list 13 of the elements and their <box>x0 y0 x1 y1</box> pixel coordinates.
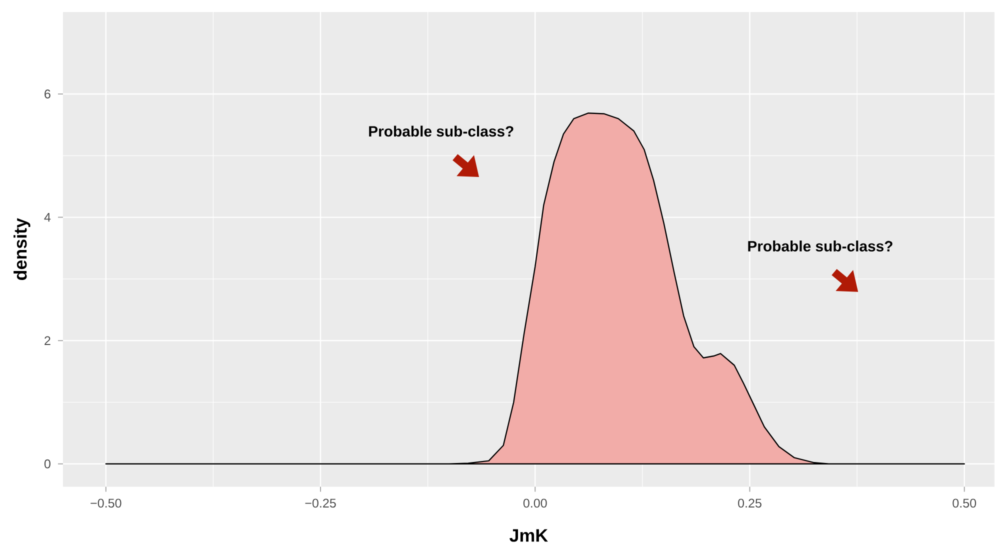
y-axis-title: density <box>14 218 30 280</box>
y-tick-label: 4 <box>44 213 51 222</box>
x-tick-label: −0.25 <box>305 498 336 508</box>
y-tick-label: 6 <box>44 90 50 99</box>
y-tick-label: 0 <box>44 460 50 468</box>
annotation: Probable sub-class? <box>748 240 892 252</box>
y-tick-label: 2 <box>44 336 50 346</box>
x-tick-label: −0.50 <box>90 498 122 508</box>
x-tick-label: 0.50 <box>952 498 976 508</box>
x-axis-title: JmK <box>510 529 548 542</box>
x-tick-label: 0.00 <box>523 498 547 508</box>
annotation: Probable sub-class? <box>369 126 514 137</box>
x-tick-label: 0.25 <box>738 498 762 508</box>
